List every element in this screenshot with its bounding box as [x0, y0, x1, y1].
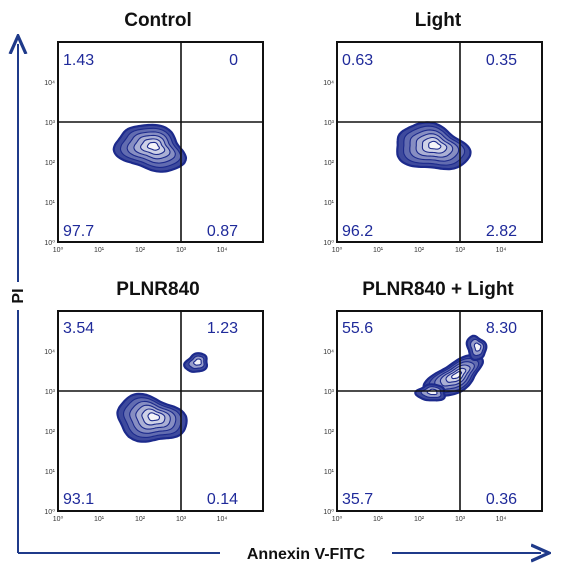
- quadrant-lower-left: 35.7: [342, 491, 373, 508]
- x-tick-label: 10⁰: [53, 246, 64, 254]
- cell-population: [183, 352, 209, 373]
- x-tick-label: 10³: [455, 247, 466, 254]
- contour-level: [473, 342, 482, 352]
- y-axis-label: PI: [10, 288, 27, 303]
- y-tick-label: 10⁰: [323, 239, 334, 247]
- y-tick-label: 10³: [324, 120, 335, 127]
- quadrant-upper-right: 0: [229, 52, 238, 69]
- y-tick-label: 10³: [45, 120, 56, 127]
- quadrant-upper-right: 8.30: [486, 320, 517, 337]
- y-tick-label: 10¹: [45, 469, 56, 476]
- panel-title: PLNR840: [116, 279, 199, 300]
- x-axis-label-bg: [220, 542, 392, 564]
- contour-level: [193, 358, 202, 366]
- x-tick-label: 10⁴: [496, 516, 507, 523]
- y-tick-label: 10⁴: [44, 349, 55, 356]
- quadrant-lower-right: 0.36: [486, 491, 517, 508]
- quadrant-lower-left: 97.7: [63, 223, 94, 240]
- y-tick-label: 10⁴: [44, 80, 55, 87]
- panel-frame: [57, 41, 264, 243]
- contour-plot: [112, 123, 188, 173]
- x-tick-label: 10⁴: [217, 516, 228, 523]
- cell-population: [396, 121, 472, 171]
- y-tick-label: 10²: [45, 429, 56, 436]
- contour-level: [428, 140, 442, 150]
- x-tick-label: 10⁴: [496, 247, 507, 254]
- x-tick-label: 10⁰: [53, 515, 64, 523]
- x-tick-label: 10³: [455, 516, 466, 523]
- y-tick-label: 10¹: [324, 200, 335, 207]
- panel-title: PLNR840 + Light: [362, 279, 514, 300]
- y-tick-label: 10²: [45, 160, 56, 167]
- x-tick-label: 10⁰: [332, 515, 343, 523]
- quadrant-lower-left: 93.1: [63, 491, 94, 508]
- y-tick-label: 10⁰: [44, 239, 55, 247]
- x-tick-label: 10¹: [94, 516, 105, 523]
- quadrant-lower-right: 0.14: [207, 491, 238, 508]
- x-tick-label: 10¹: [94, 247, 105, 254]
- x-tick-label: 10²: [414, 516, 425, 523]
- contour-plot: [396, 121, 472, 171]
- contour-level: [147, 412, 161, 422]
- quadrant-lower-left: 96.2: [342, 223, 373, 240]
- cell-population: [112, 123, 188, 173]
- y-axis-label-bg: [8, 282, 28, 310]
- x-tick-label: 10²: [135, 247, 146, 254]
- y-tick-label: 10³: [324, 389, 335, 396]
- contour-level: [146, 141, 160, 151]
- contour-plot: [116, 352, 209, 443]
- x-tick-label: 10¹: [373, 516, 384, 523]
- cell-population: [465, 334, 488, 362]
- x-tick-label: 10³: [176, 516, 187, 523]
- y-tick-label: 10⁴: [323, 80, 334, 87]
- quadrant-lower-right: 0.87: [207, 223, 238, 240]
- panel-title: Control: [124, 10, 192, 31]
- y-tick-label: 10¹: [324, 469, 335, 476]
- y-tick-label: 10⁴: [323, 349, 334, 356]
- quadrant-lower-right: 2.82: [486, 223, 517, 240]
- quadrant-upper-left: 3.54: [63, 320, 94, 337]
- quadrant-upper-left: 0.63: [342, 52, 373, 69]
- y-tick-label: 10³: [45, 389, 56, 396]
- panel-frame: [57, 310, 264, 512]
- panel-frame: [336, 310, 543, 512]
- x-tick-label: 10²: [414, 247, 425, 254]
- x-tick-label: 10²: [135, 516, 146, 523]
- contour-plot: [414, 334, 488, 402]
- y-tick-label: 10⁰: [323, 508, 334, 516]
- quadrant-upper-right: 0.35: [486, 52, 517, 69]
- panel-frame: [336, 41, 543, 243]
- x-axis-label: Annexin V-FITC: [247, 546, 366, 563]
- quadrant-upper-right: 1.23: [207, 320, 238, 337]
- panel-title: Light: [415, 10, 462, 31]
- y-tick-label: 10¹: [45, 200, 56, 207]
- y-tick-label: 10⁰: [44, 508, 55, 516]
- quadrant-upper-left: 1.43: [63, 52, 94, 69]
- y-tick-label: 10²: [324, 160, 335, 167]
- y-tick-label: 10²: [324, 429, 335, 436]
- cell-population: [116, 392, 188, 443]
- x-tick-label: 10³: [176, 247, 187, 254]
- x-tick-label: 10⁴: [217, 247, 228, 254]
- quadrant-upper-left: 55.6: [342, 320, 373, 337]
- x-tick-label: 10¹: [373, 247, 384, 254]
- cell-population: [414, 383, 446, 402]
- x-tick-label: 10⁰: [332, 246, 343, 254]
